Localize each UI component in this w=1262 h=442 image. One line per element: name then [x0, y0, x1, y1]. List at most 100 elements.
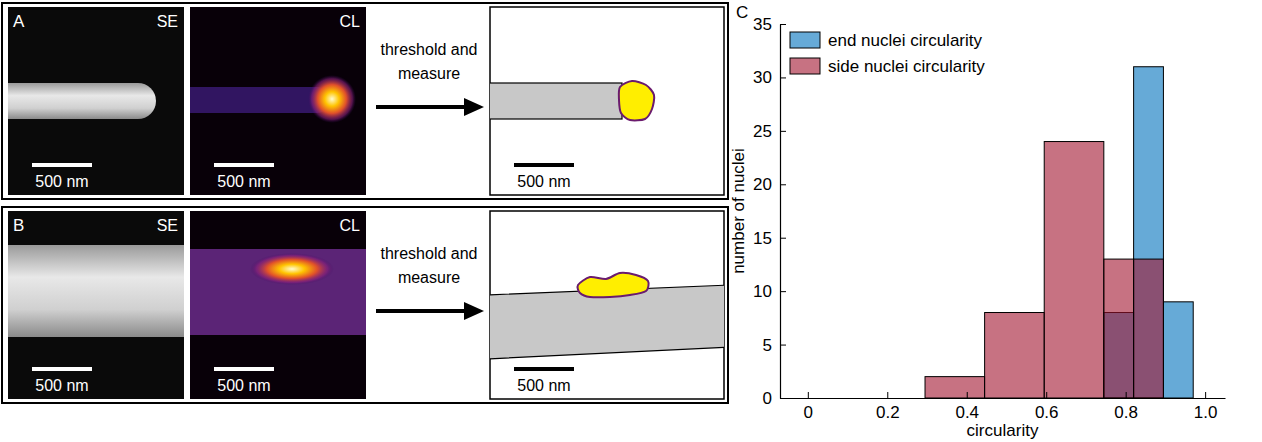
axis-line	[780, 25, 781, 399]
tick-mark	[780, 238, 786, 239]
image-label: SE	[157, 217, 178, 234]
scale-bar-label: 500 nm	[517, 173, 570, 190]
tick: 0	[763, 389, 786, 408]
scale-bar-label: 500 nm	[217, 173, 270, 190]
schematic: 500 nm	[486, 211, 730, 399]
scale-bar-label: 500 nm	[35, 377, 88, 394]
tick: 10	[753, 282, 786, 301]
scale-bar-label: 500 nm	[517, 377, 570, 394]
tick-label: 0.2	[876, 403, 900, 422]
tick: 30	[753, 68, 786, 87]
tick: 5	[763, 336, 786, 355]
histogram-bar	[1134, 259, 1164, 398]
nanowire	[190, 249, 366, 335]
arrow-shaft	[376, 105, 468, 109]
legend-swatch	[790, 58, 820, 74]
tick-mark	[780, 184, 786, 185]
tick-label: 0	[804, 403, 813, 422]
tick-label: 30	[753, 68, 772, 87]
histogram-bar	[985, 313, 1045, 398]
scale-bar	[514, 163, 574, 167]
panel-letter: B	[13, 216, 24, 235]
tick: 0.6	[1035, 392, 1059, 422]
tick-mark	[780, 345, 786, 346]
histogram-bar	[1163, 302, 1193, 398]
arrow-label: threshold and	[381, 41, 478, 58]
tick-mark	[967, 392, 968, 398]
histogram-bar	[1104, 259, 1134, 398]
image-label: CL	[340, 13, 361, 30]
chart: 0 0.2 0.4 0.6 0.8 1.0 0 5 10 15 20 25 30 35 circularit…	[729, 3, 1226, 440]
tick-label: 0	[763, 389, 772, 408]
nucleus	[578, 273, 649, 297]
legend-label: side nuclei circularity	[828, 57, 985, 76]
cl-image: CL 500 nm	[160, 7, 366, 195]
scale-bar	[32, 163, 92, 167]
histogram-bar	[925, 377, 985, 398]
nucleus	[619, 81, 654, 120]
tick: 0.2	[876, 392, 900, 422]
histogram-bar	[1044, 142, 1104, 398]
tick-label: 0.8	[1114, 403, 1138, 422]
tick: 1.0	[1194, 392, 1218, 422]
tick: 15	[753, 229, 786, 248]
emission-spot	[250, 253, 334, 285]
se-image: A SE 500 nm	[0, 7, 184, 195]
tick-mark	[1205, 392, 1206, 398]
legend-label: end nuclei circularity	[828, 31, 983, 50]
tick: 25	[753, 122, 786, 141]
nanowire	[8, 83, 156, 119]
tick-mark	[887, 392, 888, 398]
tick-label: 10	[753, 282, 772, 301]
image-label: CL	[340, 217, 361, 234]
axis-line	[781, 398, 1226, 399]
tick-mark	[1126, 392, 1127, 398]
nanowire	[490, 83, 622, 119]
arrow-head	[464, 302, 484, 320]
bars	[925, 67, 1193, 398]
tick-mark	[780, 291, 786, 292]
arrow-label: threshold and	[381, 245, 478, 262]
x-axis-title: circularity	[967, 421, 1039, 440]
histogram-bar	[1134, 67, 1164, 398]
tick-label: 25	[753, 122, 772, 141]
scale-bar	[514, 367, 574, 371]
scale-bar	[214, 163, 274, 167]
scale-bar	[214, 367, 274, 371]
arrow-head	[464, 98, 484, 116]
scale-bar-label: 500 nm	[217, 377, 270, 394]
tick-label: 5	[763, 336, 772, 355]
arrow-label: measure	[398, 269, 460, 286]
arrow-shaft	[376, 309, 468, 313]
panel-letter: A	[13, 12, 25, 31]
panel: B SE 500 nm CL 500 nm threshold and measure 500…	[0, 207, 730, 403]
panel-letter: C	[736, 3, 748, 22]
tick-label: 15	[753, 229, 772, 248]
y-axis-title: number of nuclei	[729, 148, 748, 274]
tick: 0.8	[1114, 392, 1138, 422]
se-image: B SE 500 nm	[0, 211, 194, 399]
x-axis: 0 0.2 0.4 0.6 0.8 1.0	[781, 392, 1226, 422]
legend-entry: side nuclei circularity	[790, 57, 985, 76]
legend: end nuclei circularity side nuclei circul…	[790, 31, 985, 76]
legend-entry: end nuclei circularity	[790, 31, 983, 50]
scale-bar-label: 500 nm	[35, 173, 88, 190]
tick: 0.4	[955, 392, 979, 422]
tick-mark	[780, 77, 786, 78]
image-label: SE	[157, 13, 178, 30]
scale-bar	[32, 367, 92, 371]
schematic: 500 nm	[486, 7, 724, 195]
tick-label: 35	[753, 15, 772, 34]
tick-mark	[780, 24, 786, 25]
tick-label: 20	[753, 175, 772, 194]
y-axis: 0 5 10 15 20 25 30 35	[753, 15, 786, 408]
legend-swatch	[790, 32, 820, 48]
tick-label: 0.4	[955, 403, 979, 422]
tick-mark	[808, 392, 809, 398]
panel: ASE500 nmCL500 nmthreshold andmeasure500…	[0, 3, 728, 199]
tick-mark	[780, 131, 786, 132]
tick: 35	[753, 15, 786, 34]
tick-label: 1.0	[1194, 403, 1218, 422]
tick-label: 0.6	[1035, 403, 1059, 422]
tick-mark	[1046, 392, 1047, 398]
